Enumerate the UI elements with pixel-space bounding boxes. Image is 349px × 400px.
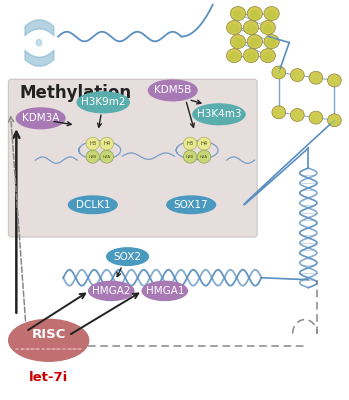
Ellipse shape xyxy=(243,20,259,34)
Ellipse shape xyxy=(247,6,262,20)
Ellipse shape xyxy=(86,137,99,150)
Ellipse shape xyxy=(107,248,148,265)
Ellipse shape xyxy=(243,49,259,63)
Ellipse shape xyxy=(227,49,242,63)
Ellipse shape xyxy=(264,6,279,20)
Text: DCLK1: DCLK1 xyxy=(76,200,110,210)
Text: H4: H4 xyxy=(200,141,208,146)
Ellipse shape xyxy=(148,80,197,101)
Text: H2A: H2A xyxy=(200,155,208,159)
Ellipse shape xyxy=(312,75,320,82)
Text: KDM5B: KDM5B xyxy=(154,85,192,95)
Text: KDM3A: KDM3A xyxy=(22,113,59,123)
Ellipse shape xyxy=(183,137,197,150)
Ellipse shape xyxy=(193,104,245,125)
Ellipse shape xyxy=(234,38,242,46)
Ellipse shape xyxy=(77,92,129,113)
Ellipse shape xyxy=(327,74,341,87)
Text: H3: H3 xyxy=(89,141,96,146)
Ellipse shape xyxy=(230,6,246,20)
Ellipse shape xyxy=(89,281,134,300)
Text: SOX17: SOX17 xyxy=(174,200,208,210)
Ellipse shape xyxy=(100,150,113,163)
Ellipse shape xyxy=(247,24,255,32)
Ellipse shape xyxy=(251,10,259,18)
Ellipse shape xyxy=(260,20,275,34)
Text: HMGA2: HMGA2 xyxy=(92,286,131,296)
Text: H2B: H2B xyxy=(186,155,194,159)
Ellipse shape xyxy=(86,150,99,163)
Text: SOX2: SOX2 xyxy=(113,252,142,262)
Text: Methylation: Methylation xyxy=(20,84,132,102)
Text: let-7i: let-7i xyxy=(29,371,68,384)
Text: H2A: H2A xyxy=(103,155,111,159)
Ellipse shape xyxy=(142,281,187,300)
Ellipse shape xyxy=(309,71,323,84)
Text: H3K4m3: H3K4m3 xyxy=(197,109,241,119)
Ellipse shape xyxy=(275,70,283,77)
Ellipse shape xyxy=(267,38,276,46)
Ellipse shape xyxy=(331,118,339,124)
Ellipse shape xyxy=(230,34,246,49)
Ellipse shape xyxy=(312,115,320,122)
Ellipse shape xyxy=(272,106,286,119)
Ellipse shape xyxy=(9,319,89,361)
Ellipse shape xyxy=(267,10,276,18)
Ellipse shape xyxy=(331,78,339,85)
Ellipse shape xyxy=(247,52,255,60)
Ellipse shape xyxy=(234,10,242,18)
Ellipse shape xyxy=(183,150,197,163)
Ellipse shape xyxy=(198,137,211,150)
Text: H3: H3 xyxy=(186,141,194,146)
Ellipse shape xyxy=(247,34,262,49)
Ellipse shape xyxy=(293,72,302,80)
Ellipse shape xyxy=(16,108,65,129)
Ellipse shape xyxy=(198,150,211,163)
Ellipse shape xyxy=(263,52,272,60)
Text: H2B: H2B xyxy=(89,155,97,159)
Ellipse shape xyxy=(251,38,259,46)
Ellipse shape xyxy=(272,66,286,79)
Ellipse shape xyxy=(275,110,283,117)
FancyBboxPatch shape xyxy=(8,79,257,237)
Ellipse shape xyxy=(230,52,238,60)
Text: H3K9m2: H3K9m2 xyxy=(81,97,126,107)
Ellipse shape xyxy=(36,40,42,46)
Ellipse shape xyxy=(290,108,304,122)
Ellipse shape xyxy=(309,111,323,124)
Text: RISC: RISC xyxy=(31,328,66,341)
Ellipse shape xyxy=(227,20,242,34)
Ellipse shape xyxy=(263,24,272,32)
Ellipse shape xyxy=(264,34,279,49)
Text: HMGA1: HMGA1 xyxy=(146,286,184,296)
Ellipse shape xyxy=(260,49,275,63)
Ellipse shape xyxy=(68,196,117,214)
Ellipse shape xyxy=(290,69,304,82)
Ellipse shape xyxy=(100,137,113,150)
Ellipse shape xyxy=(167,196,216,214)
Text: H4: H4 xyxy=(103,141,110,146)
Ellipse shape xyxy=(293,112,302,119)
Ellipse shape xyxy=(327,114,341,127)
Ellipse shape xyxy=(230,24,238,32)
